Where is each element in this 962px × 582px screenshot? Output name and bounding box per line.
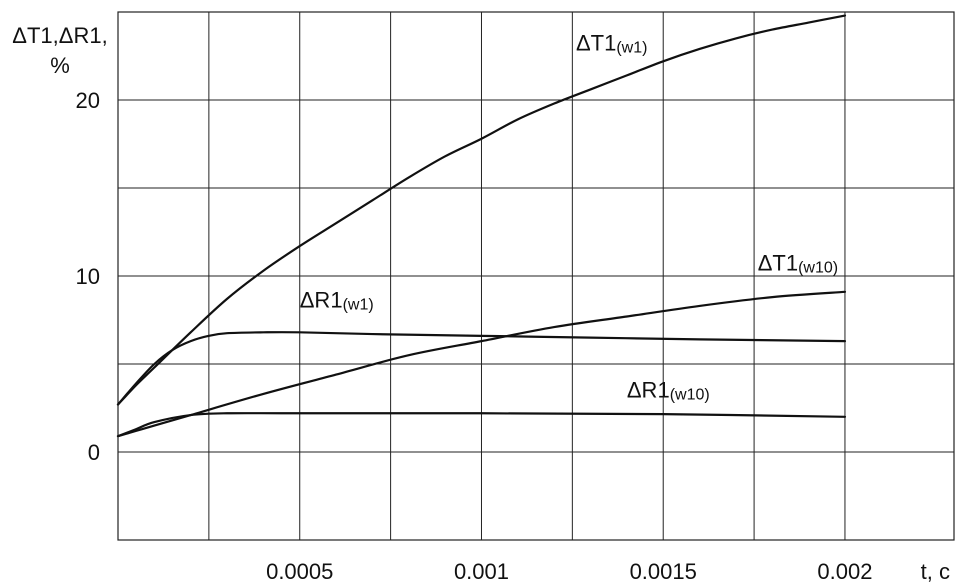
x-tick-label: 0.0005	[266, 559, 333, 582]
series-line-r1-w1	[116, 331, 847, 406]
series-labels: ΔT1(w1) ΔR1(w1) ΔT1(w10) ΔR1(w10)	[300, 31, 838, 404]
series-label-t1-w1: ΔT1(w1)	[576, 31, 647, 57]
series-label-t1-w10: ΔT1(w10)	[758, 251, 838, 277]
x-tick-label: 0.0015	[630, 559, 697, 582]
curves	[116, 14, 847, 438]
tick-labels: 0.0005 0.001 0.0015 0.002 0 10 20	[76, 88, 873, 582]
y-tick-label: 10	[76, 264, 100, 289]
y-axis-label: ΔT1,ΔR1,	[12, 23, 107, 48]
series-line-t1-w10	[116, 290, 847, 438]
plot-frame	[117, 11, 955, 541]
series-line-r1-w10	[116, 412, 847, 438]
y-tick-label: 0	[88, 440, 100, 465]
x-tick-label: 0.001	[454, 559, 509, 582]
series-label-r1-w1: ΔR1(w1)	[300, 288, 374, 314]
series-label-r1-w10: ΔR1(w10)	[627, 377, 710, 403]
y-axis-unit: %	[50, 53, 70, 78]
x-tick-label: 0.002	[817, 559, 872, 582]
series-line-t1-w1	[116, 14, 847, 406]
y-tick-label: 20	[76, 88, 100, 113]
x-axis-label: t, c	[921, 559, 950, 582]
